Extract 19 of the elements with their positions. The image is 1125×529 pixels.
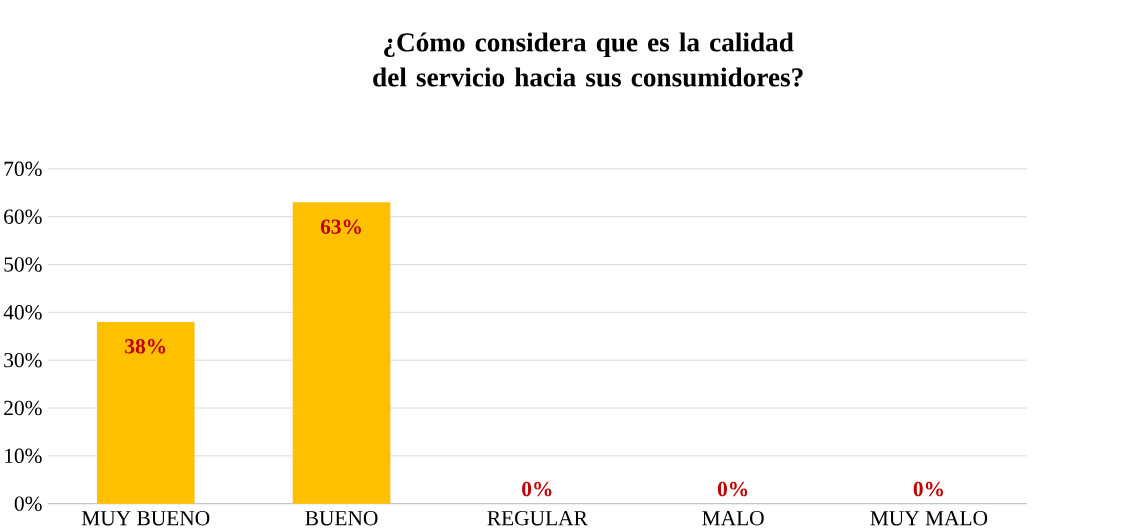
x-tick-label: MUY BUENO bbox=[81, 511, 210, 526]
data-label: 0% bbox=[522, 482, 552, 497]
x-tick-label: MUY MALO bbox=[870, 511, 988, 526]
y-tick-label: 10% bbox=[5, 448, 42, 464]
y-tick-label: 60% bbox=[4, 209, 42, 225]
y-tick-label: 40% bbox=[3, 305, 42, 320]
data-label: 38% bbox=[125, 339, 166, 354]
data-label: 0% bbox=[913, 482, 943, 497]
x-tick-label: REGULAR bbox=[487, 511, 588, 526]
y-tick-label: 30% bbox=[4, 353, 42, 368]
y-tick-label: 50% bbox=[4, 257, 42, 272]
y-tick-label: 0% bbox=[14, 496, 42, 512]
chart-title: ¿Cómo considera que es la calidad del servicio hacia sus consumidores? bbox=[373, 32, 803, 87]
x-tick-label: BUENO bbox=[305, 511, 378, 526]
y-tick-label: 70% bbox=[4, 161, 42, 177]
data-label: 0% bbox=[717, 482, 748, 497]
x-tick-label: MALO bbox=[702, 511, 764, 526]
y-tick-label: 20% bbox=[4, 400, 42, 416]
data-label: 63% bbox=[320, 219, 361, 235]
